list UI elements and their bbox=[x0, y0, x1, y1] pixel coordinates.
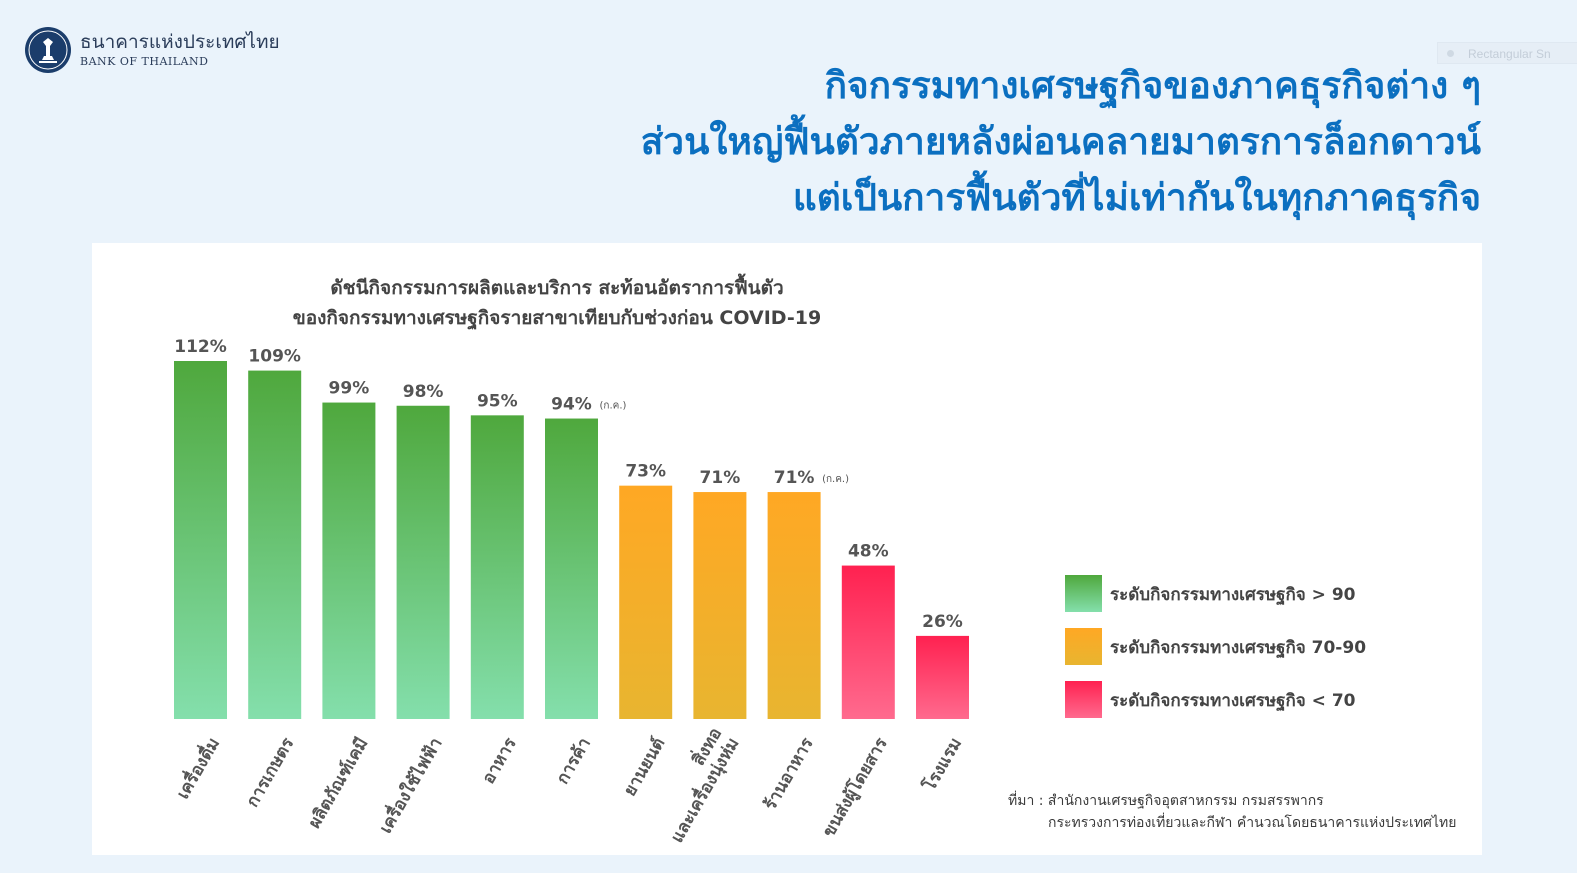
category-label: เครื่องดื่ม bbox=[171, 733, 224, 803]
legend-swatch-mid bbox=[1065, 628, 1102, 665]
ghost-dot-icon bbox=[1447, 50, 1454, 57]
chart-title-line-2: ของกิจกรรมทางเศรษฐกิจรายสาขาเทียบกับช่วง… bbox=[293, 307, 822, 331]
category-label-line: การค้า bbox=[553, 735, 595, 788]
category-label: ร้านอาหาร bbox=[760, 734, 818, 814]
chart-panel: ดัชนีกิจกรรมการผลิตและบริการ สะท้อนอัตรา… bbox=[92, 243, 1482, 855]
chart-title-line-1: ดัชนีกิจกรรมการผลิตและบริการ สะท้อนอัตรา… bbox=[330, 273, 783, 299]
value-label: 94% bbox=[551, 395, 592, 415]
bot-emblem-icon bbox=[25, 27, 71, 73]
category-label-line: ขนส่งผู้โดยสาร bbox=[818, 733, 893, 841]
source-line-2: กระทรวงการท่องเที่ยวและกีฬา คำนวณโดยธนาค… bbox=[1048, 815, 1457, 831]
headline-line-1: กิจกรรมทางเศรษฐกิจของภาคธุรกิจต่าง ๆ bbox=[824, 64, 1481, 107]
category-label-line: อาหาร bbox=[479, 734, 522, 788]
bar-3 bbox=[322, 402, 376, 719]
value-label: 99% bbox=[329, 379, 370, 399]
value-label: 71% bbox=[700, 468, 741, 488]
legend-swatch-low bbox=[1065, 681, 1102, 718]
headline: กิจกรรมทางเศรษฐกิจของภาคธุรกิจต่าง ๆ ส่ว… bbox=[641, 58, 1481, 226]
value-label: 71% bbox=[774, 468, 815, 488]
category-label: การค้า bbox=[553, 735, 595, 788]
legend-label-mid: ระดับกิจกรรมทางเศรษฐกิจ 70-90 bbox=[1110, 638, 1366, 659]
bar-5 bbox=[470, 415, 524, 719]
bar-4 bbox=[396, 405, 450, 719]
logo-thai-name: ธนาคารแห่งประเทศไทย bbox=[80, 30, 280, 53]
bar-2 bbox=[248, 370, 302, 719]
bars-group: 112% เครื่องดื่ม 109% การเกษตร 99% ผลิตภัณฑ์เ… bbox=[171, 337, 969, 846]
bot-logo: ธนาคารแห่งประเทศไทย BANK OF THAILAND bbox=[24, 26, 280, 74]
bar-chart: ดัชนีกิจกรรมการผลิตและบริการ สะท้อนอัตรา… bbox=[171, 273, 1367, 846]
category-label: เครื่องใช้ไฟฟ้า bbox=[373, 733, 446, 837]
bar-7 bbox=[619, 485, 673, 719]
source-line-1: ที่มา : สำนักงานเศรษฐกิจอุตสาหกรรม กรมสร… bbox=[1008, 793, 1324, 809]
category-label: ยานยนต์ bbox=[619, 734, 669, 800]
value-label: 48% bbox=[848, 542, 889, 562]
bar-annotation: (ก.ค.) bbox=[822, 474, 849, 485]
logo-english-name: BANK OF THAILAND bbox=[80, 54, 209, 68]
category-label-line: ยานยนต์ bbox=[619, 734, 669, 800]
bar-annotation: (ก.ค.) bbox=[600, 401, 627, 412]
bar-6 bbox=[545, 418, 598, 719]
category-label: ขนส่งผู้โดยสาร bbox=[818, 733, 893, 841]
bar-1 bbox=[174, 361, 227, 719]
category-label: การเกษตร bbox=[243, 734, 299, 811]
ghost-label-text: Rectangular Sn bbox=[1468, 47, 1551, 61]
bar-8 bbox=[693, 492, 747, 719]
value-label: 73% bbox=[625, 462, 666, 482]
category-label: โรงแรม bbox=[918, 734, 966, 795]
legend-swatch-high bbox=[1065, 575, 1102, 612]
value-label: 112% bbox=[174, 337, 227, 357]
source-note: ที่มา : สำนักงานเศรษฐกิจอุตสาหกรรม กรมสร… bbox=[1008, 790, 1456, 834]
category-label-line: เครื่องดื่ม bbox=[171, 733, 224, 803]
legend-label-high: ระดับกิจกรรมทางเศรษฐกิจ > 90 bbox=[1110, 585, 1356, 606]
category-label-line: ผลิตภัณฑ์เคมี bbox=[304, 734, 373, 832]
category-label-line: ร้านอาหาร bbox=[760, 734, 818, 814]
value-label: 26% bbox=[922, 612, 963, 632]
ghost-shape-label: Rectangular Sn bbox=[1437, 42, 1577, 64]
bar-10 bbox=[841, 565, 895, 719]
category-label-line: โรงแรม bbox=[918, 734, 966, 795]
legend-label-low: ระดับกิจกรรมทางเศรษฐกิจ < 70 bbox=[1110, 691, 1356, 712]
category-label: ผลิตภัณฑ์เคมี bbox=[304, 734, 373, 832]
category-label-line: เครื่องใช้ไฟฟ้า bbox=[373, 733, 446, 837]
category-label-line: การเกษตร bbox=[243, 734, 299, 811]
category-label: อาหาร bbox=[479, 734, 522, 788]
headline-line-3: แต่เป็นการฟื้นตัวที่ไม่เท่ากันในทุกภาคธุ… bbox=[792, 176, 1481, 219]
value-label: 98% bbox=[403, 382, 444, 402]
bar-11 bbox=[916, 635, 969, 719]
value-label: 95% bbox=[477, 391, 518, 411]
legend: ระดับกิจกรรมทางเศรษฐกิจ > 90 ระดับกิจกรรม… bbox=[1065, 575, 1366, 718]
headline-line-2: ส่วนใหญ่ฟื้นตัวภายหลังผ่อนคลายมาตรการล็อ… bbox=[640, 120, 1481, 163]
bar-9 bbox=[767, 492, 821, 719]
value-label: 109% bbox=[248, 347, 301, 367]
